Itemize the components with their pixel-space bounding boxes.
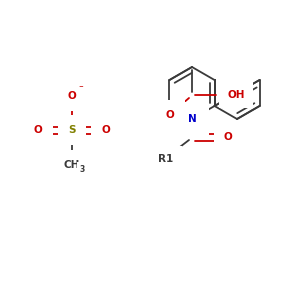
Text: O: O: [68, 91, 76, 101]
Text: N: N: [188, 114, 196, 124]
Text: O: O: [224, 132, 233, 142]
Text: OH: OH: [227, 90, 244, 100]
Text: O: O: [166, 110, 174, 120]
Text: 3: 3: [80, 164, 85, 173]
Text: CH: CH: [64, 160, 80, 170]
Text: S: S: [68, 125, 76, 135]
Text: O: O: [102, 125, 110, 135]
Text: R1: R1: [158, 154, 174, 164]
Text: ⁻: ⁻: [79, 85, 83, 94]
Text: O: O: [34, 125, 42, 135]
